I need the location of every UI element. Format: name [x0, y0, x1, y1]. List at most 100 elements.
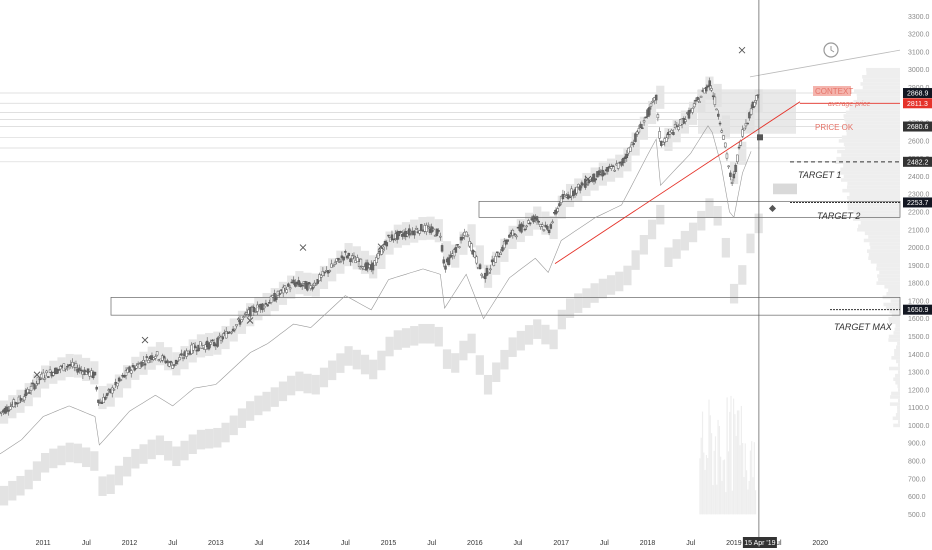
candle-body [338, 261, 342, 263]
step-zone [508, 337, 517, 357]
candle-body [380, 248, 383, 255]
candle-body [540, 224, 544, 227]
rectangle-boxes [110, 89, 901, 316]
candle-body [266, 304, 269, 307]
candle-body [181, 357, 185, 359]
candle-body [413, 230, 416, 236]
band-zone [114, 374, 124, 398]
volume-spike [736, 410, 739, 515]
band-zone [82, 357, 91, 381]
candle-body [437, 230, 440, 232]
candle-body [425, 224, 428, 232]
step-zone [697, 210, 706, 231]
candle-body [515, 235, 518, 238]
volume-spike [744, 443, 746, 515]
candle-body [36, 376, 40, 384]
volume-bar [883, 302, 900, 307]
volume-bar [862, 85, 900, 90]
candle-body [670, 129, 673, 133]
step-zone [467, 333, 476, 354]
candle-body [62, 363, 66, 372]
x-tick-label: 2012 [122, 540, 138, 547]
step-zone [705, 198, 714, 218]
y-tick-label: 3200.0 [908, 32, 930, 39]
volume-spike [731, 490, 733, 515]
volume-bar [837, 171, 900, 175]
candle-body [143, 363, 147, 366]
price-axis[interactable]: 500.0 600.0 700.0 800.0 900.0 1000.0 1100.0 120… [903, 14, 932, 519]
volume-spike [708, 399, 710, 515]
volume-bar [889, 309, 900, 314]
volume-bar [898, 420, 900, 424]
candle-body [193, 345, 197, 349]
step-zone [98, 476, 107, 496]
volume-bar [889, 320, 900, 325]
candle-body [155, 351, 159, 356]
step-zone [574, 293, 583, 313]
candle-body [715, 108, 718, 111]
candle-body [629, 146, 632, 152]
step-zone [114, 465, 124, 486]
step-zone [598, 278, 607, 299]
candle-body [356, 257, 359, 262]
volume-bar [868, 235, 900, 239]
candle-body [658, 131, 661, 139]
step-zone [344, 346, 353, 366]
candle-body [294, 282, 297, 287]
candle-body [55, 368, 59, 374]
price-tag [903, 156, 932, 167]
volume-bar [845, 121, 900, 125]
volume-bar [838, 139, 900, 143]
candle-body [502, 240, 506, 249]
candle-body [420, 224, 423, 231]
candle-body [696, 97, 699, 100]
candle-body [556, 208, 559, 212]
candle-body [622, 157, 625, 164]
candle-body [154, 356, 157, 359]
candle-body [66, 365, 69, 368]
candle-body [648, 107, 651, 116]
x-tick-label: Jul [341, 540, 350, 547]
candle-body [730, 182, 734, 184]
step-zone [738, 265, 747, 285]
volume-bar [895, 373, 900, 378]
volume-bar [870, 260, 900, 264]
target-1-label: TARGET 1 [798, 170, 841, 180]
band-zone [123, 365, 132, 389]
volume-spike [742, 442, 744, 515]
step-zone [615, 271, 624, 292]
step-zone [237, 408, 247, 428]
volume-bar [853, 89, 900, 93]
step-zone [557, 309, 566, 330]
candle-body [5, 406, 9, 412]
candle-body [278, 293, 281, 295]
candle-body [732, 173, 736, 179]
candle-body [675, 125, 679, 127]
candle-body [444, 265, 447, 270]
candle-body [133, 367, 136, 371]
step-zone [303, 373, 312, 394]
candle-body [466, 234, 470, 237]
candle-body [537, 220, 540, 223]
step-zone [270, 387, 279, 407]
low-zone-box [773, 183, 797, 195]
candle-body [480, 273, 484, 276]
candle-body [256, 304, 259, 312]
step-zone [533, 319, 542, 339]
volume-bar [890, 299, 900, 303]
candle-body [376, 253, 380, 259]
volume-spike [745, 470, 748, 515]
step-zone [131, 448, 140, 469]
price-tag-label: 1650.9 [907, 307, 929, 314]
step-zone [483, 374, 493, 395]
candle-body [699, 95, 703, 98]
candle-body [649, 103, 653, 107]
volume-bar [847, 181, 900, 186]
candle-body [104, 396, 107, 400]
band-zone [459, 231, 468, 255]
time-axis[interactable]: 2011 Jul 2012 Jul 2013 Jul 2014 Jul 2015 Jul 2016 J… [36, 537, 828, 548]
candle-body [281, 286, 285, 294]
volume-bar [860, 220, 900, 225]
candle-body [508, 234, 511, 238]
